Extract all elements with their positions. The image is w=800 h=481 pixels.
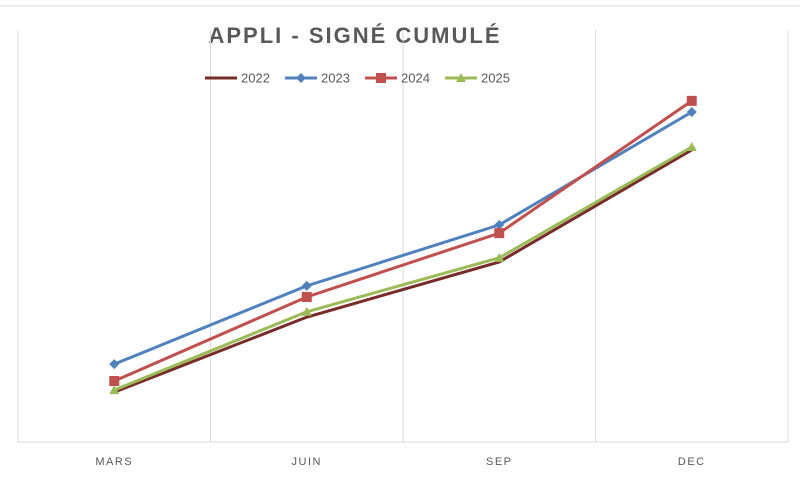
marker — [301, 306, 312, 316]
marker — [494, 219, 505, 230]
legend-label: 2022 — [241, 70, 270, 85]
chart-title: APPLI - SIGNÉ CUMULÉ — [208, 23, 501, 48]
marker — [686, 95, 697, 106]
legend-marker — [376, 73, 386, 83]
marker — [109, 385, 120, 395]
marker — [686, 106, 697, 117]
legend-label: 2025 — [481, 70, 510, 85]
series-line — [113, 145, 693, 392]
marker — [494, 252, 505, 262]
series-line — [113, 99, 693, 383]
marker — [109, 359, 120, 370]
x-tick-label: JUIN — [292, 456, 322, 468]
x-tick-label: DEC — [678, 456, 706, 468]
legend-marker — [296, 73, 306, 83]
x-tick-label: MARS — [95, 456, 133, 468]
x-tick-label: SEP — [486, 456, 513, 468]
marker — [301, 280, 312, 291]
marker — [301, 291, 312, 302]
marker — [109, 376, 120, 387]
legend-marker — [456, 73, 466, 82]
series-line — [113, 148, 693, 394]
legend-label: 2024 — [401, 70, 430, 85]
marker — [494, 228, 505, 239]
marker — [686, 142, 697, 152]
legend-label: 2023 — [321, 70, 350, 85]
